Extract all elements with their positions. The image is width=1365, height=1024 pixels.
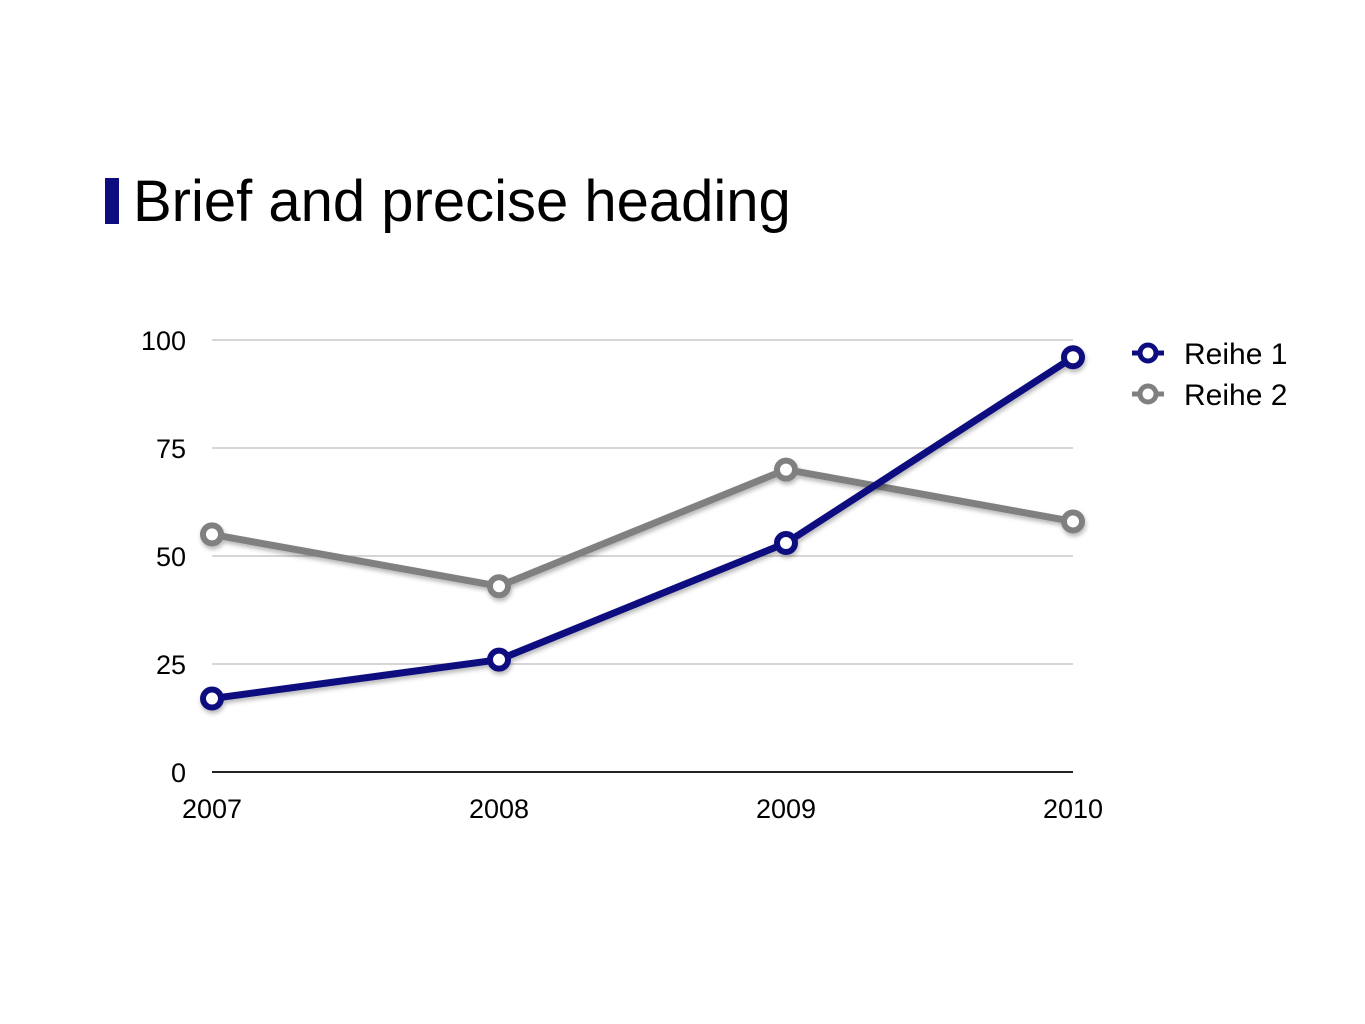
y-tick-label: 50 <box>156 542 186 572</box>
x-tick-label: 2007 <box>182 794 242 824</box>
legend: Reihe 1 Reihe 2 <box>1132 338 1287 412</box>
legend-label: Reihe 1 <box>1184 338 1287 371</box>
data-point <box>487 647 511 672</box>
y-tick-label: 0 <box>171 758 186 788</box>
legend-item: Reihe 2 <box>1132 379 1287 412</box>
data-point <box>1061 509 1085 534</box>
x-axis-tick-labels: 2007 2008 2009 2010 <box>182 794 1103 824</box>
x-tick-label: 2009 <box>756 794 816 824</box>
y-tick-label: 100 <box>141 326 186 356</box>
series-line <box>208 353 1077 703</box>
series-line <box>208 466 1077 590</box>
data-point <box>200 686 224 711</box>
data-point <box>487 574 511 599</box>
data-point <box>774 531 798 556</box>
x-tick-label: 2008 <box>469 794 529 824</box>
series-lines <box>200 345 1085 711</box>
legend-marker <box>1137 383 1159 405</box>
data-point <box>1061 345 1085 370</box>
series-2 <box>200 457 1085 599</box>
legend-marker <box>1137 342 1159 364</box>
y-tick-label: 25 <box>156 650 186 680</box>
y-tick-label: 75 <box>156 434 186 464</box>
data-point <box>200 522 224 547</box>
legend-item: Reihe 1 <box>1132 338 1287 371</box>
y-axis-tick-labels: 0 25 50 75 100 <box>141 326 186 788</box>
heading-accent-bar <box>105 178 119 224</box>
data-point <box>774 457 798 482</box>
legend-label: Reihe 2 <box>1184 379 1287 412</box>
page-title: Brief and precise heading <box>133 169 791 234</box>
series-1 <box>200 345 1085 711</box>
x-tick-label: 2010 <box>1043 794 1103 824</box>
